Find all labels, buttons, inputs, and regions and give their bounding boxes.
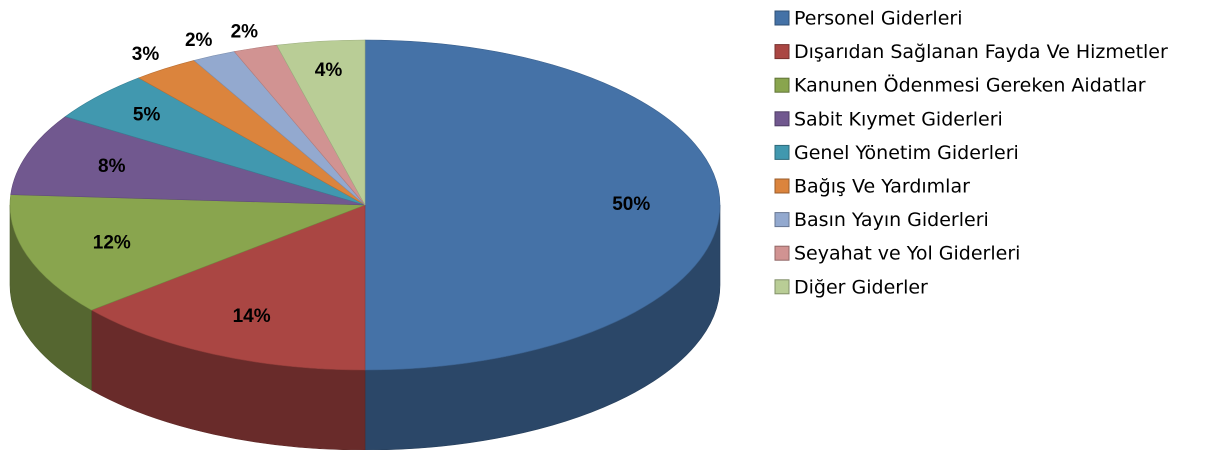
- data-label: 5%: [133, 105, 161, 126]
- data-label: 2%: [231, 21, 259, 42]
- slice: [9, 194, 366, 311]
- slice: [276, 39, 366, 206]
- data-label: 2%: [185, 30, 213, 51]
- legend-label: Personel Giderleri: [794, 8, 962, 30]
- legend-swatch: [774, 77, 790, 93]
- legend-label: Diğer Giderler: [794, 276, 928, 298]
- data-label: 3%: [132, 44, 160, 65]
- legend-label: Seyahat ve Yol Giderleri: [794, 243, 1020, 265]
- data-label: 4%: [315, 60, 343, 81]
- slice: [10, 116, 366, 206]
- legend-label: Kanunen Ödenmesi Gereken Aidatlar: [794, 74, 1146, 97]
- slice: [90, 204, 366, 371]
- data-label: 50%: [612, 194, 650, 215]
- legend-label: Dışarıdan Sağlanan Fayda Ve Hizmetler: [794, 41, 1168, 63]
- legend-label: Basın Yayın Giderleri: [794, 209, 989, 231]
- data-label: 12%: [93, 232, 131, 253]
- legend-label: Genel Yönetim Giderleri: [794, 142, 1019, 164]
- legend-swatch: [774, 245, 790, 261]
- legend-label: Sabit Kıymet Giderleri: [794, 108, 1003, 130]
- slice: [364, 39, 721, 371]
- data-label: 14%: [233, 306, 271, 327]
- legend-swatch: [774, 178, 790, 194]
- legend-swatch: [774, 144, 790, 160]
- legend-label: Bağış Ve Yardımlar: [794, 176, 970, 198]
- legend-swatch: [774, 44, 790, 60]
- legend-swatch: [774, 10, 790, 26]
- legend-swatch: [774, 111, 790, 127]
- legend-swatch: [774, 279, 790, 295]
- data-label: 8%: [98, 156, 126, 177]
- legend-swatch: [774, 212, 790, 228]
